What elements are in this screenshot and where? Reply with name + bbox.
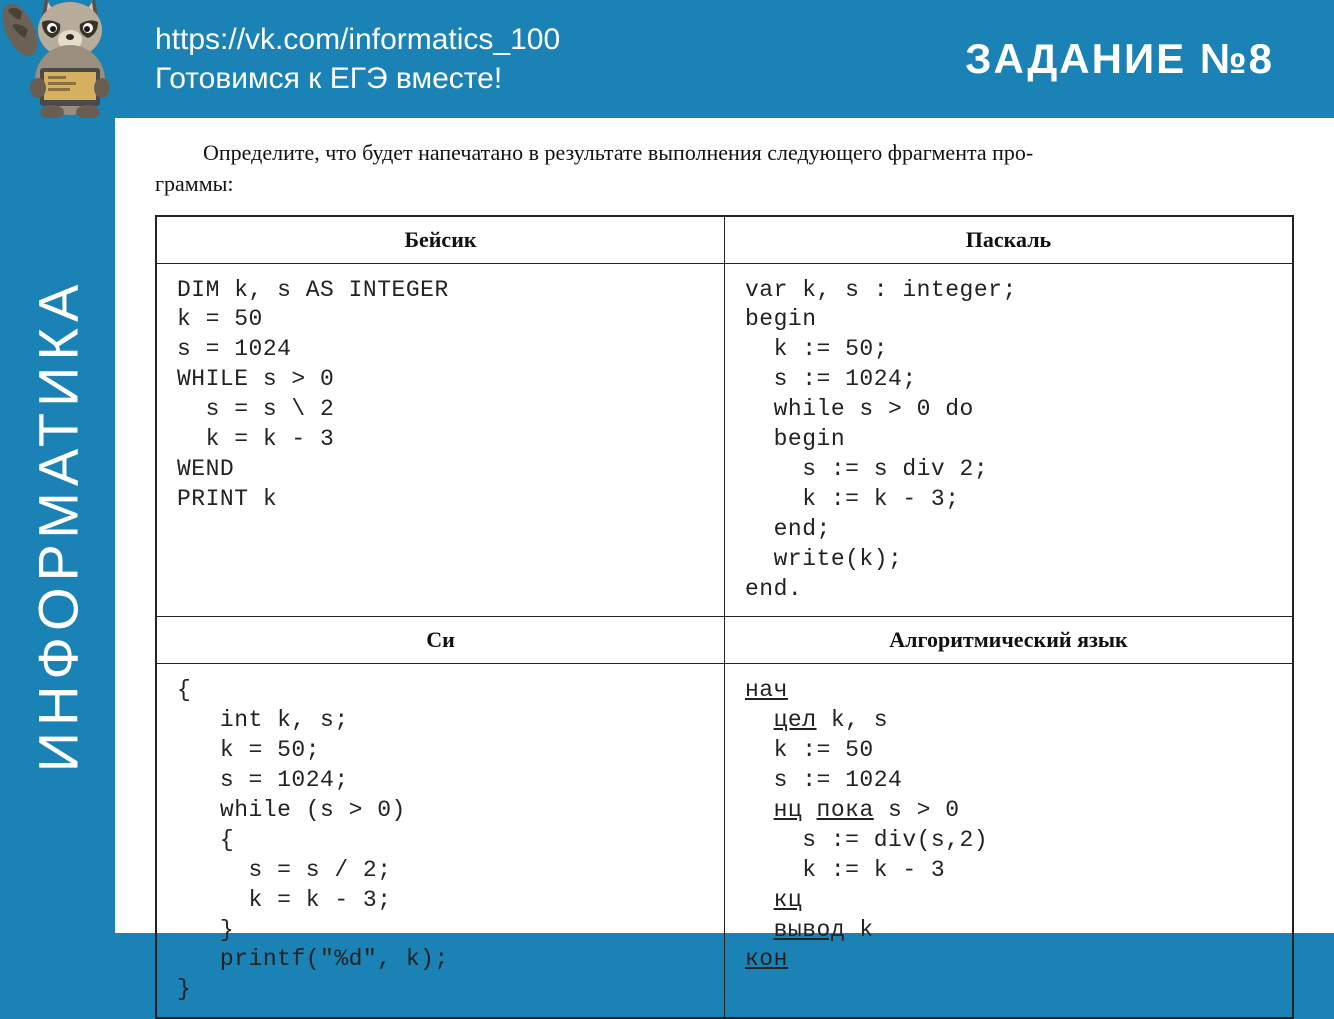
header-text: https://vk.com/informatics_100 Готовимся… bbox=[155, 20, 560, 98]
code-c: { int k, s; k = 50; s = 1024; while (s >… bbox=[177, 676, 704, 1005]
sidebar: ИНФОРМАТИКА bbox=[0, 118, 115, 933]
code-basic: DIM k, s AS INTEGER k = 50 s = 1024 WHIL… bbox=[177, 276, 704, 515]
table-header-basic: Бейсик bbox=[156, 216, 725, 264]
sidebar-label: ИНФОРМАТИКА bbox=[25, 279, 90, 773]
question-text: Определите, что будет напечатано в резул… bbox=[155, 138, 1294, 200]
header-subtitle: Готовимся к ЕГЭ вместе! bbox=[155, 59, 560, 98]
code-pascal: var k, s : integer; begin k := 50; s := … bbox=[745, 276, 1272, 605]
code-table: Бейсик Паскаль DIM k, s AS INTEGER k = 5… bbox=[155, 215, 1294, 1019]
table-header-c: Си bbox=[156, 617, 725, 664]
header-link[interactable]: https://vk.com/informatics_100 bbox=[155, 20, 560, 59]
content-area: Определите, что будет напечатано в резул… bbox=[115, 118, 1334, 933]
table-header-pascal: Паскаль bbox=[725, 216, 1294, 264]
table-header-algo: Алгоритмический язык bbox=[725, 617, 1294, 664]
code-algo: нач цел k, s k := 50 s := 1024 нц пока s… bbox=[745, 676, 1272, 975]
task-title: ЗАДАНИЕ №8 bbox=[965, 35, 1274, 83]
mascot-raccoon bbox=[0, 0, 145, 120]
table-cell-algo: нач цел k, s k := 50 s := 1024 нц пока s… bbox=[725, 664, 1294, 1018]
table-cell-basic: DIM k, s AS INTEGER k = 50 s = 1024 WHIL… bbox=[156, 263, 725, 617]
question-line1: Определите, что будет напечатано в резул… bbox=[203, 140, 1033, 165]
table-cell-c: { int k, s; k = 50; s = 1024; while (s >… bbox=[156, 664, 725, 1018]
header: https://vk.com/informatics_100 Готовимся… bbox=[0, 0, 1334, 118]
question-line2: граммы: bbox=[155, 171, 234, 196]
table-cell-pascal: var k, s : integer; begin k := 50; s := … bbox=[725, 263, 1294, 617]
